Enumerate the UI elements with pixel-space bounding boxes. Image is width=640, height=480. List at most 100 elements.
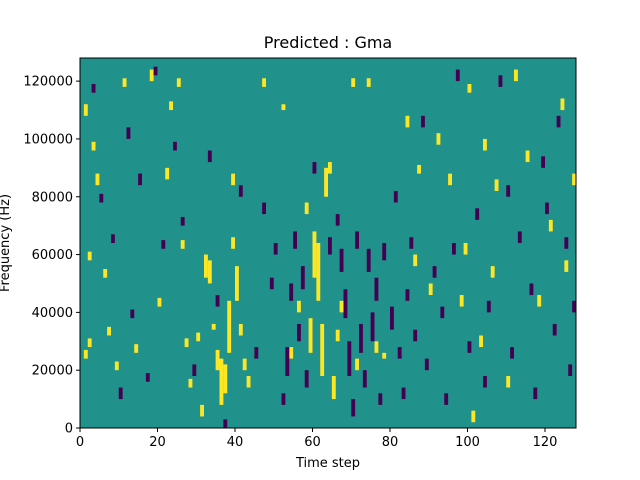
- heatmap-cell-low: [126, 127, 131, 139]
- heatmap-cell-high: [289, 347, 294, 359]
- heatmap-cell-high: [428, 283, 433, 296]
- heatmap-cell-low: [285, 347, 290, 376]
- heatmap-cell-high: [335, 329, 340, 342]
- heatmap-cell-high: [351, 78, 356, 87]
- chart-title: Predicted : Gma: [264, 33, 392, 52]
- heatmap-cell-low: [413, 329, 418, 342]
- heatmap-cell-low: [378, 393, 383, 405]
- heatmap-cell-low: [374, 277, 379, 301]
- heatmap-cell-low: [192, 364, 197, 376]
- heatmap-cell-low: [440, 306, 445, 319]
- y-axis: 0 20000 40000 60000 80000 100000 120000: [23, 75, 80, 437]
- x-tick-label: 100: [455, 435, 480, 450]
- heatmap-cell-high: [169, 101, 173, 111]
- heatmap-cell-low: [328, 237, 332, 255]
- heatmap-cell-low: [486, 300, 491, 313]
- heatmap-cells: [83, 66, 576, 428]
- heatmap-cell-high: [262, 78, 266, 87]
- heatmap-cell-high: [339, 300, 344, 313]
- heatmap-cell-low: [467, 341, 472, 353]
- heatmap-cell-low: [498, 75, 503, 87]
- heatmap-cell-low: [293, 231, 297, 249]
- heatmap-cell-low: [506, 185, 511, 197]
- heatmap-cell-low: [297, 323, 301, 342]
- heatmap-cell-high: [479, 335, 483, 348]
- heatmap-cell-low: [343, 289, 348, 319]
- heatmap-cell-high: [196, 332, 201, 342]
- heatmap-cell-low: [145, 373, 150, 382]
- heatmap-cell-high: [149, 69, 154, 82]
- heatmap-cell-high: [281, 104, 286, 111]
- heatmap-cell-high: [304, 202, 309, 215]
- heatmap-cell-low: [207, 150, 212, 163]
- heatmap-cell-low: [138, 173, 142, 186]
- heatmap-cell-high: [471, 410, 476, 423]
- heatmap-cell-low: [568, 364, 573, 376]
- heatmap-cell-low: [572, 300, 576, 313]
- plot-frame: [79, 57, 577, 429]
- heatmap-cell-high: [157, 297, 162, 307]
- heatmap-cell-low: [99, 193, 104, 203]
- heatmap-cell-low: [91, 84, 96, 93]
- x-tick-label: 20: [149, 435, 166, 450]
- y-tick-label: 80000: [32, 190, 73, 205]
- heatmap-cell-high: [204, 254, 208, 278]
- heatmap-cell-low: [545, 202, 549, 215]
- heatmap-cell-high: [514, 69, 518, 82]
- y-tick-label: 60000: [32, 248, 73, 263]
- heatmap-cell-high: [87, 338, 92, 348]
- heatmap-cell-high: [184, 338, 189, 348]
- heatmap-cell-low: [405, 289, 410, 301]
- heatmap-cell-low: [541, 156, 545, 168]
- heatmap-cell-low: [393, 190, 398, 203]
- heatmap-cell-high: [572, 173, 576, 186]
- heatmap-cell-low: [452, 243, 456, 255]
- heatmap-cell-low: [262, 202, 266, 215]
- x-tick-label: 60: [304, 435, 321, 450]
- heatmap-cell-high: [114, 361, 119, 371]
- heatmap-cell-low: [238, 185, 243, 197]
- heatmap-cell-low: [300, 266, 305, 290]
- x-tick-label: 120: [533, 435, 558, 450]
- heatmap-cell-high: [436, 133, 441, 145]
- heatmap-cell-high: [382, 352, 387, 359]
- heatmap-cell-high: [328, 162, 332, 174]
- heatmap-cell-low: [335, 214, 340, 226]
- heatmap-cell-low: [111, 234, 115, 243]
- heatmap-cell-low: [455, 69, 460, 82]
- heatmap-cell-low: [153, 66, 158, 76]
- heatmap-cell-high: [134, 344, 139, 353]
- heatmap-cell-high: [91, 141, 96, 151]
- heatmap-cell-high: [219, 358, 224, 405]
- heatmap-cell-low: [552, 323, 557, 336]
- heatmap-cell-high: [107, 326, 111, 336]
- heatmap-cell-high: [207, 260, 212, 284]
- heatmap-cell-low: [347, 341, 352, 376]
- heatmap-cell-low: [556, 115, 561, 128]
- heatmap-cell-high: [494, 179, 499, 191]
- y-tick-label: 40000: [32, 306, 73, 321]
- heatmap-cell-high: [83, 349, 88, 359]
- y-tick-label: 20000: [32, 364, 73, 379]
- heatmap-cell-high: [560, 98, 565, 111]
- heatmap-cell-high: [235, 266, 239, 301]
- heatmap-cell-high: [324, 167, 328, 197]
- heatmap-cell-high: [297, 300, 301, 313]
- heatmap-cell-low: [180, 216, 185, 226]
- heatmap-cell-high: [366, 78, 371, 87]
- heatmap-cell-high: [331, 375, 336, 400]
- x-tick-label: 40: [227, 435, 244, 450]
- heatmap-cell-low: [273, 243, 278, 255]
- heatmap-cell-low: [517, 231, 522, 243]
- heatmap-cell-low: [444, 393, 449, 405]
- heatmap-cell-low: [533, 387, 538, 400]
- heatmap-cell-high: [95, 173, 100, 186]
- heatmap-cell-high: [87, 251, 92, 261]
- heatmap-cell-low: [397, 347, 402, 359]
- heatmap-cell-low: [475, 208, 480, 220]
- heatmap-cell-low: [130, 309, 135, 319]
- heatmap-cell-high: [467, 84, 472, 93]
- heatmap-cell-high: [374, 341, 379, 353]
- heatmap-cell-high: [83, 104, 88, 116]
- heatmap-cell-low: [529, 283, 534, 296]
